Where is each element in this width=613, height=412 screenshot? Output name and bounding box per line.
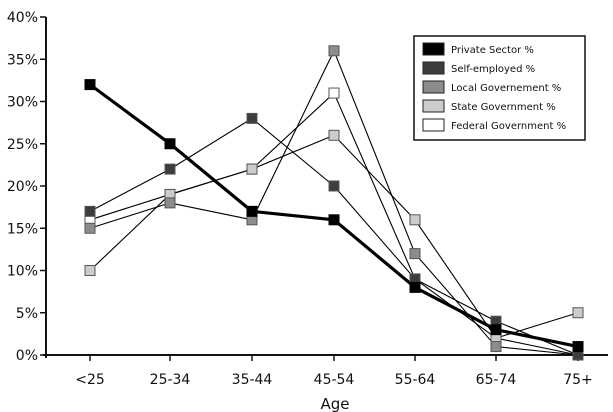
x-axis-title: Age xyxy=(320,395,349,412)
legend-label-1: Self-employed % xyxy=(451,64,535,75)
legend-label-4: Federal Government % xyxy=(451,121,566,132)
x-tick-label: 65-74 xyxy=(476,372,517,388)
axes xyxy=(43,17,608,358)
legend-label-2: Local Governement % xyxy=(451,83,561,94)
legend-swatch-4 xyxy=(422,118,445,132)
y-tick-label: 5% xyxy=(16,306,38,322)
y-axis-ticks: 0% 5% 10% 15% 20% 25% 30% 35% 40% xyxy=(7,10,46,364)
y-tick-label: 0% xyxy=(16,348,38,364)
series-2-point xyxy=(409,248,421,260)
series-line-1 xyxy=(89,117,579,356)
series-2-point xyxy=(84,222,96,234)
series-1-point xyxy=(164,163,176,175)
series-3-point xyxy=(409,214,421,226)
series-4-point xyxy=(328,87,340,99)
series-0-point xyxy=(246,205,258,217)
series-0-point xyxy=(164,138,176,150)
series-group xyxy=(84,45,584,361)
y-tick-label: 40% xyxy=(7,10,38,26)
series-0-point xyxy=(328,214,340,226)
y-tick-label: 15% xyxy=(7,221,38,237)
series-3-point xyxy=(328,129,340,141)
series-0-point xyxy=(84,79,96,91)
legend-label-0: Private Sector % xyxy=(451,45,534,56)
legend-label-3: State Government % xyxy=(451,102,556,113)
x-tick-label: 55-64 xyxy=(395,372,436,388)
x-axis-ticks: <25 25-34 35-44 45-54 55-64 65-74 75+ xyxy=(75,355,593,388)
series-line-3 xyxy=(89,134,579,339)
series-0-point xyxy=(490,324,502,336)
y-tick-label: 35% xyxy=(7,52,38,68)
series-2-point xyxy=(328,45,340,57)
series-0-point xyxy=(572,341,584,353)
y-tick-label: 10% xyxy=(7,264,38,280)
series-3-point xyxy=(246,163,258,175)
x-tick-label: 75+ xyxy=(563,372,593,388)
series-2-point xyxy=(490,341,502,353)
legend-swatch-1 xyxy=(422,61,445,75)
series-3-point xyxy=(572,307,584,319)
legend-swatch-0 xyxy=(422,42,445,56)
y-tick-label: 25% xyxy=(7,137,38,153)
series-2-point xyxy=(164,197,176,209)
x-tick-label: <25 xyxy=(75,372,105,388)
x-tick-label: 35-44 xyxy=(232,372,273,388)
series-1-point xyxy=(84,205,96,217)
y-tick-label: 20% xyxy=(7,179,38,195)
series-3-point xyxy=(84,265,96,276)
legend-swatch-2 xyxy=(422,80,445,94)
x-tick-label: 25-34 xyxy=(150,372,191,388)
legend: Private Sector % Self-employed % Local Gov… xyxy=(413,35,586,141)
legend-swatch-3 xyxy=(422,99,445,113)
series-0-point xyxy=(409,281,421,293)
x-tick-label: 45-54 xyxy=(314,372,355,388)
series-1-point xyxy=(246,112,258,124)
series-1-point xyxy=(328,180,340,192)
y-tick-label: 30% xyxy=(7,95,38,111)
